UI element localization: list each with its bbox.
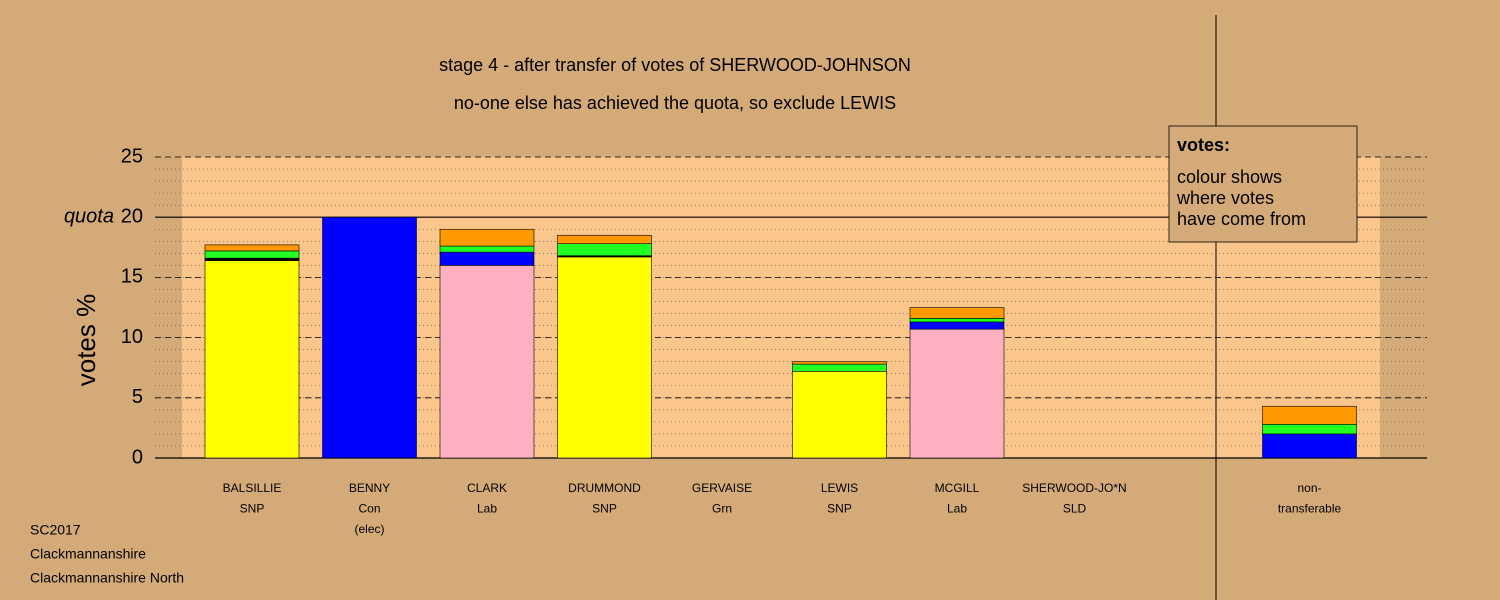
y-tick-label: 20 xyxy=(121,205,143,227)
x-tick-label: GERVAISE xyxy=(692,481,752,495)
x-tick-label: CLARK xyxy=(467,481,507,495)
x-tick-label: transferable xyxy=(1278,502,1342,516)
bar-segment xyxy=(439,265,535,459)
x-tick-label: BENNY xyxy=(349,481,390,495)
bar-segment xyxy=(792,371,887,459)
x-tick-label: Con xyxy=(358,502,380,516)
legend-text: colour shows xyxy=(1177,167,1282,187)
bar-segment xyxy=(909,307,1005,319)
y-tick-label: 25 xyxy=(121,145,143,167)
bar-segment xyxy=(439,228,535,247)
bar-segment xyxy=(909,328,1005,459)
bar-segment xyxy=(557,256,652,459)
bar-segment xyxy=(204,250,300,259)
x-tick-label: LEWIS xyxy=(821,481,858,495)
x-tick-label: Grn xyxy=(712,502,732,516)
x-tick-label: non- xyxy=(1297,481,1321,495)
bar-segment xyxy=(792,361,887,365)
bar-segment xyxy=(204,244,300,252)
footer-text: Clackmannanshire xyxy=(30,546,146,562)
x-tick-label: SNP xyxy=(240,502,265,516)
y-axis-label: votes % xyxy=(71,294,101,387)
bar-segment xyxy=(909,318,1005,323)
y-tick-label: 5 xyxy=(132,386,143,408)
x-tick-label: DRUMMOND xyxy=(568,481,641,495)
bar-segment xyxy=(322,216,417,459)
bar-segment xyxy=(1262,405,1357,425)
bar-segment xyxy=(557,234,652,244)
y-tick-label: 10 xyxy=(121,326,143,348)
x-tick-label: Lab xyxy=(947,502,967,516)
bar-segment xyxy=(204,260,300,459)
x-tick-label: (elec) xyxy=(354,522,384,536)
bar-segment xyxy=(1262,433,1357,459)
x-tick-label: MCGILL xyxy=(935,481,980,495)
x-tick-label: SNP xyxy=(827,502,852,516)
legend-box xyxy=(1168,125,1358,243)
x-tick-label: SLD xyxy=(1063,502,1087,516)
bar-segment xyxy=(557,243,652,257)
footer-text: Clackmannanshire North xyxy=(30,570,184,586)
legend-text: have come from xyxy=(1177,209,1306,229)
chart-subtitle: no-one else has achieved the quota, so e… xyxy=(454,93,896,113)
bar-segment xyxy=(439,251,535,266)
y-tick-label: 0 xyxy=(132,446,143,468)
footer-text: SC2017 xyxy=(30,522,81,538)
bar-segment xyxy=(204,257,300,261)
bar-segment xyxy=(909,321,1005,330)
y-tick-label: 15 xyxy=(121,266,143,288)
bar-segment xyxy=(439,245,535,253)
bar-segment xyxy=(1262,423,1357,435)
quota-label: quota xyxy=(64,205,114,227)
x-tick-label: BALSILLIE xyxy=(223,481,282,495)
legend-title: votes: xyxy=(1177,135,1230,155)
x-tick-label: Lab xyxy=(477,502,497,516)
legend-text: where votes xyxy=(1176,188,1274,208)
x-tick-label: SHERWOOD-JO*N xyxy=(1022,481,1126,495)
x-tick-label: SNP xyxy=(592,502,617,516)
chart-title: stage 4 - after transfer of votes of SHE… xyxy=(439,55,911,75)
bar-segment xyxy=(792,363,887,372)
